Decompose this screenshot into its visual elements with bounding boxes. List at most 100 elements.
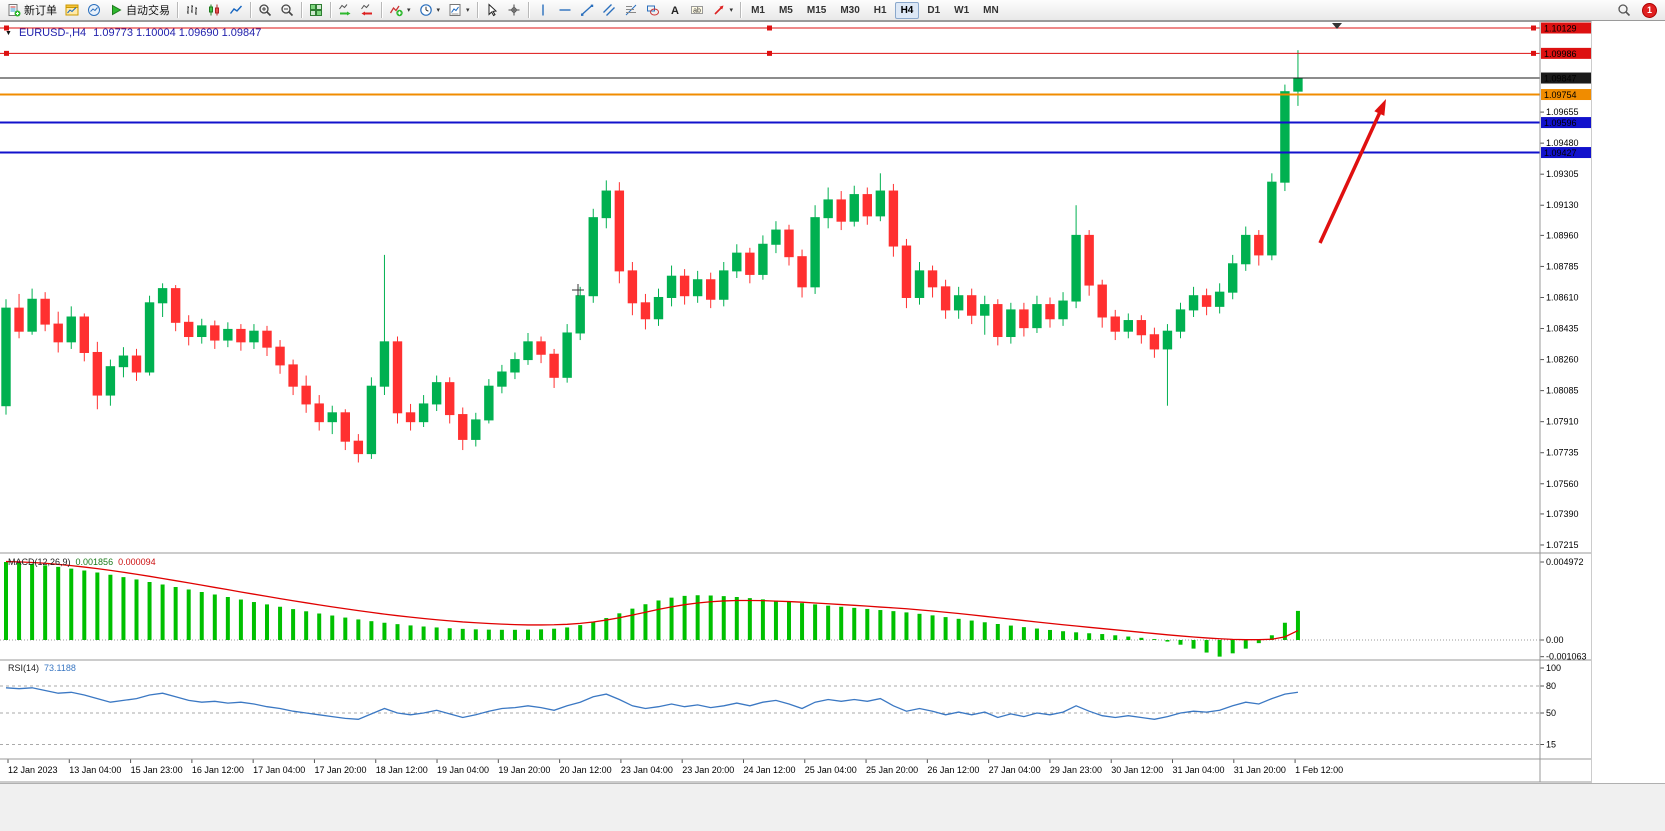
dropdown-caret-icon: ▾ (436, 7, 441, 14)
timeframe-w1-button[interactable]: W1 (954, 4, 970, 16)
svg-text:1.09847: 1.09847 (1544, 74, 1577, 84)
chart-window: 1.09655 1.09480 1.09305 1.09130 1.08960 1.087… (0, 21, 1592, 783)
timeframe-m5-button[interactable]: M5 (778, 4, 793, 16)
dropdown-caret-icon: ▾ (466, 7, 470, 14)
line-chart-icon (229, 3, 243, 17)
svg-text:1 Feb 12:00: 1 Feb 12:00 (1295, 765, 1343, 775)
macd-signal-value: 0.000094 (118, 557, 156, 567)
timeframe-d1-button[interactable]: D1 (927, 4, 941, 16)
macd-main-value: 0.001856 (75, 557, 114, 567)
svg-text:1.09305: 1.09305 (1546, 169, 1579, 179)
macd-name: MACD(12,26,9) (8, 557, 71, 567)
dropdown-caret-icon: ▾ (729, 7, 734, 14)
toolbar-crosshair-button[interactable] (503, 1, 525, 20)
svg-text:19 Jan 20:00: 19 Jan 20:00 (498, 765, 550, 775)
svg-text:31 Jan 04:00: 31 Jan 04:00 (1173, 765, 1225, 775)
toolbar-text-button[interactable]: A (664, 1, 686, 20)
toolbar-horizontal-line-button[interactable] (554, 1, 576, 20)
toolbar-shapes-button[interactable] (642, 1, 664, 20)
svg-text:23 Jan 20:00: 23 Jan 20:00 (682, 765, 734, 775)
toolbar-right: 1 (1613, 1, 1662, 20)
toolbar-zoom-out-button[interactable] (276, 1, 298, 20)
svg-text:1.09427: 1.09427 (1544, 148, 1577, 158)
toolbar-cursor-button[interactable] (481, 1, 503, 20)
toolbar-zoom-in-button[interactable] (254, 1, 276, 20)
toolbar-tile-windows-button[interactable] (305, 1, 327, 20)
timeframe-mn-button[interactable]: MN (983, 4, 999, 16)
timeframe-m15-button[interactable]: M15 (806, 4, 827, 16)
hline-icon (558, 3, 572, 17)
chart-canvas[interactable]: 1.09655 1.09480 1.09305 1.09130 1.08960 1.087… (0, 21, 1592, 783)
chart-shift-icon (360, 3, 374, 17)
svg-text:15: 15 (1546, 740, 1556, 750)
auto-scroll-icon (338, 3, 352, 17)
macd-label: MACD(12,26,9) 0.001856 0.000094 (8, 557, 156, 567)
toolbar-separator (476, 2, 478, 18)
toolbar-text-label-button[interactable]: ab (686, 1, 708, 20)
svg-text:23 Jan 04:00: 23 Jan 04:00 (621, 765, 673, 775)
svg-text:19 Jan 04:00: 19 Jan 04:00 (437, 765, 489, 775)
toolbar-periods-button[interactable]: ▾ (415, 1, 445, 20)
bottom-panel (0, 783, 1665, 831)
toolbar-new-order-button[interactable]: 新订单 (3, 1, 61, 20)
toolbar-bar-chart-button[interactable] (181, 1, 203, 20)
tile-windows-icon (309, 3, 323, 17)
svg-text:24 Jan 12:00: 24 Jan 12:00 (743, 765, 795, 775)
timeframe-h4-button[interactable]: H4 (894, 1, 920, 19)
toolbar-fibonacci-button[interactable] (620, 1, 642, 20)
rsi-name: RSI(14) (8, 663, 40, 673)
chart-window-icon (65, 3, 79, 17)
toolbar-chart-shift-button[interactable] (356, 1, 378, 20)
horizontal-level-lines[interactable] (0, 25, 1540, 154)
svg-text:1.09986: 1.09986 (1544, 49, 1577, 59)
shapes-icon (646, 3, 660, 17)
timeframe-h1-button[interactable]: H1 (873, 4, 887, 16)
channel-icon (602, 3, 616, 17)
rsi-value: 73.1188 (44, 663, 76, 673)
svg-text:1.10129: 1.10129 (1544, 24, 1577, 34)
toolbar-line-chart-button[interactable] (225, 1, 247, 20)
toolbar-market-watch-button[interactable] (83, 1, 105, 20)
toolbar-auto-trading-button[interactable]: 自动交易 (105, 1, 174, 20)
svg-text:25 Jan 20:00: 25 Jan 20:00 (866, 765, 918, 775)
autotrade-icon (109, 3, 123, 17)
toolbar-trendline-button[interactable] (576, 1, 598, 20)
toolbar-equidistant-channel-button[interactable] (598, 1, 620, 20)
magnifier-icon (1617, 3, 1631, 17)
search-button[interactable] (1613, 1, 1635, 20)
indicators-icon (389, 3, 403, 17)
toolbar-indicators-button[interactable]: ▾ (385, 1, 415, 20)
toolbar-arrows-button[interactable]: ▾ (708, 1, 738, 20)
svg-text:31 Jan 20:00: 31 Jan 20:00 (1234, 765, 1286, 775)
toolbar-charts-button[interactable] (61, 1, 83, 20)
toolbar-separator (381, 2, 382, 18)
annotations[interactable] (572, 23, 1386, 296)
zoom-in-icon (258, 3, 272, 17)
candles (1, 50, 1303, 463)
svg-text:17 Jan 04:00: 17 Jan 04:00 (253, 765, 305, 775)
text-icon: A (668, 3, 682, 17)
shift-marker-icon (1332, 23, 1342, 29)
svg-text:1.09655: 1.09655 (1546, 107, 1579, 117)
timeframe-m30-button[interactable]: M30 (840, 4, 860, 16)
candles-icon (207, 3, 221, 17)
svg-text:20 Jan 12:00: 20 Jan 12:00 (560, 765, 612, 775)
svg-text:ab: ab (693, 7, 701, 14)
svg-text:30 Jan 12:00: 30 Jan 12:00 (1111, 765, 1163, 775)
toolbar-vertical-line-button[interactable] (532, 1, 554, 20)
toolbar-templates-button[interactable]: ▾ (444, 1, 474, 20)
timeframe-m1-button[interactable]: M1 (751, 4, 765, 16)
svg-text:A: A (671, 5, 679, 17)
notification-badge[interactable]: 1 (1642, 2, 1657, 18)
template-icon (448, 3, 462, 17)
right-gutter (1592, 21, 1665, 783)
collapse-triangle-icon[interactable]: ▼ (5, 29, 12, 37)
svg-text:1.07735: 1.07735 (1546, 448, 1579, 458)
svg-text:1.07910: 1.07910 (1546, 417, 1579, 427)
svg-text:1.07390: 1.07390 (1546, 509, 1579, 519)
toolbar-candlestick-chart-button[interactable] (203, 1, 225, 20)
toolbar-auto-scroll-button[interactable] (334, 1, 356, 20)
svg-text:1.08260: 1.08260 (1546, 355, 1579, 365)
fibonacci-icon (624, 3, 638, 17)
